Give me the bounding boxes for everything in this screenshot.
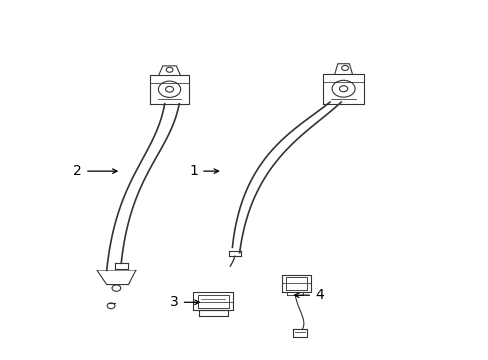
Text: 2: 2	[73, 164, 117, 178]
Text: 4: 4	[294, 288, 323, 302]
Text: 1: 1	[189, 164, 218, 178]
Text: 3: 3	[170, 295, 199, 309]
